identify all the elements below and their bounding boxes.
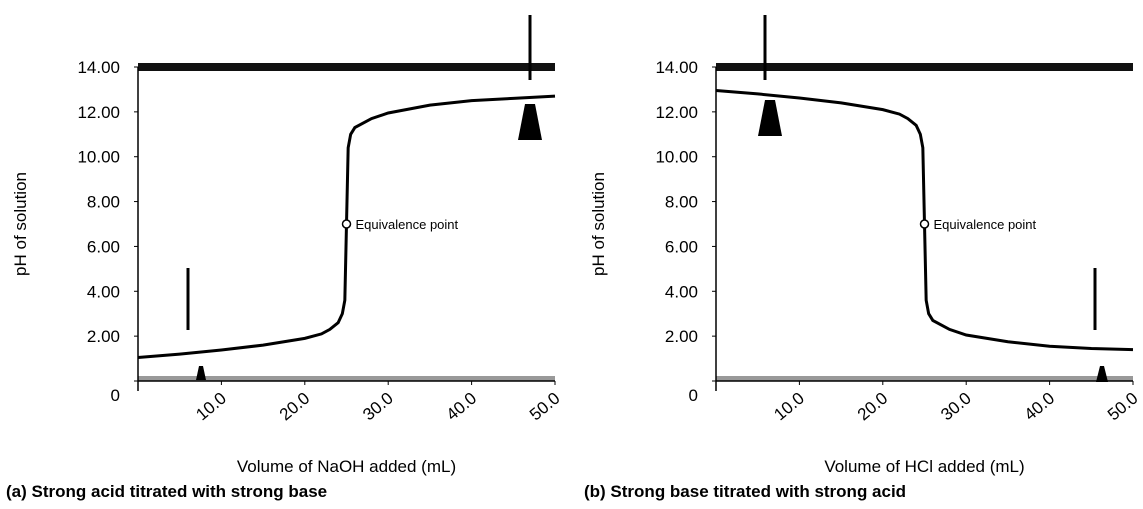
x-tick-label: 20.0 <box>276 389 314 425</box>
x-axis-label: Volume of HCl added (mL) <box>824 457 1024 476</box>
y-tick-label: 8.00 <box>665 193 698 212</box>
annotation: Equivalence point <box>356 217 459 232</box>
x-axis-label: Volume of NaOH added (mL) <box>237 457 456 476</box>
titration-curve <box>715 89 1134 352</box>
y-axis-label: pH of solution <box>589 172 608 276</box>
annotation: Equivalence point <box>934 217 1037 232</box>
x-tick-label: 40.0 <box>443 389 481 425</box>
y-tick-label: 8.00 <box>87 193 120 212</box>
x-tick-label: 30.0 <box>937 389 975 425</box>
y-tick-label: 14.00 <box>655 58 698 77</box>
y-tick-label: 0 <box>111 386 120 405</box>
caption: (a) Strong acid titrated with strong bas… <box>6 482 327 501</box>
x-tick-label: 20.0 <box>854 389 892 425</box>
x-tick-label: 50.0 <box>526 389 564 425</box>
x-tick-label: 10.0 <box>770 389 808 425</box>
y-tick-label: 2.00 <box>87 327 120 346</box>
y-tick-label: 4.00 <box>87 282 120 301</box>
x-tick-label: 50.0 <box>1104 389 1142 425</box>
y-tick-label: 12.00 <box>77 103 120 122</box>
y-tick-label: 12.00 <box>655 103 698 122</box>
x-tick-label: 10.0 <box>192 389 230 425</box>
y-tick-label: 10.00 <box>655 148 698 167</box>
equivalence-point <box>919 219 930 229</box>
y-axis-label: pH of solution <box>11 172 30 276</box>
y-tick-label: 0 <box>689 386 698 405</box>
y-tick-label: 14.00 <box>77 58 120 77</box>
y-tick-label: 6.00 <box>87 237 120 256</box>
y-tick-label: 6.00 <box>665 237 698 256</box>
equivalence-point <box>341 219 352 229</box>
caption: (b) Strong base titrated with strong aci… <box>584 482 906 501</box>
y-tick-label: 2.00 <box>665 327 698 346</box>
y-tick-label: 10.00 <box>77 148 120 167</box>
x-tick-label: 40.0 <box>1021 389 1059 425</box>
y-tick-label: 4.00 <box>665 282 698 301</box>
x-tick-label: 30.0 <box>359 389 397 425</box>
burette-decor <box>138 15 1133 382</box>
titration-curve <box>137 94 556 359</box>
